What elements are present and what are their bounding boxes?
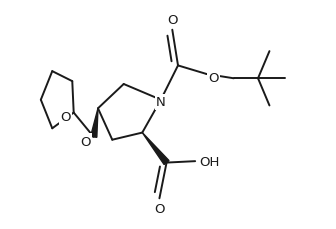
Text: N: N [156,96,166,109]
Text: O: O [154,202,165,215]
Text: OH: OH [200,155,220,168]
Text: O: O [60,111,71,124]
Text: O: O [80,135,91,148]
Text: O: O [208,72,218,85]
Polygon shape [91,109,98,138]
Polygon shape [142,133,169,165]
Text: O: O [167,14,177,27]
